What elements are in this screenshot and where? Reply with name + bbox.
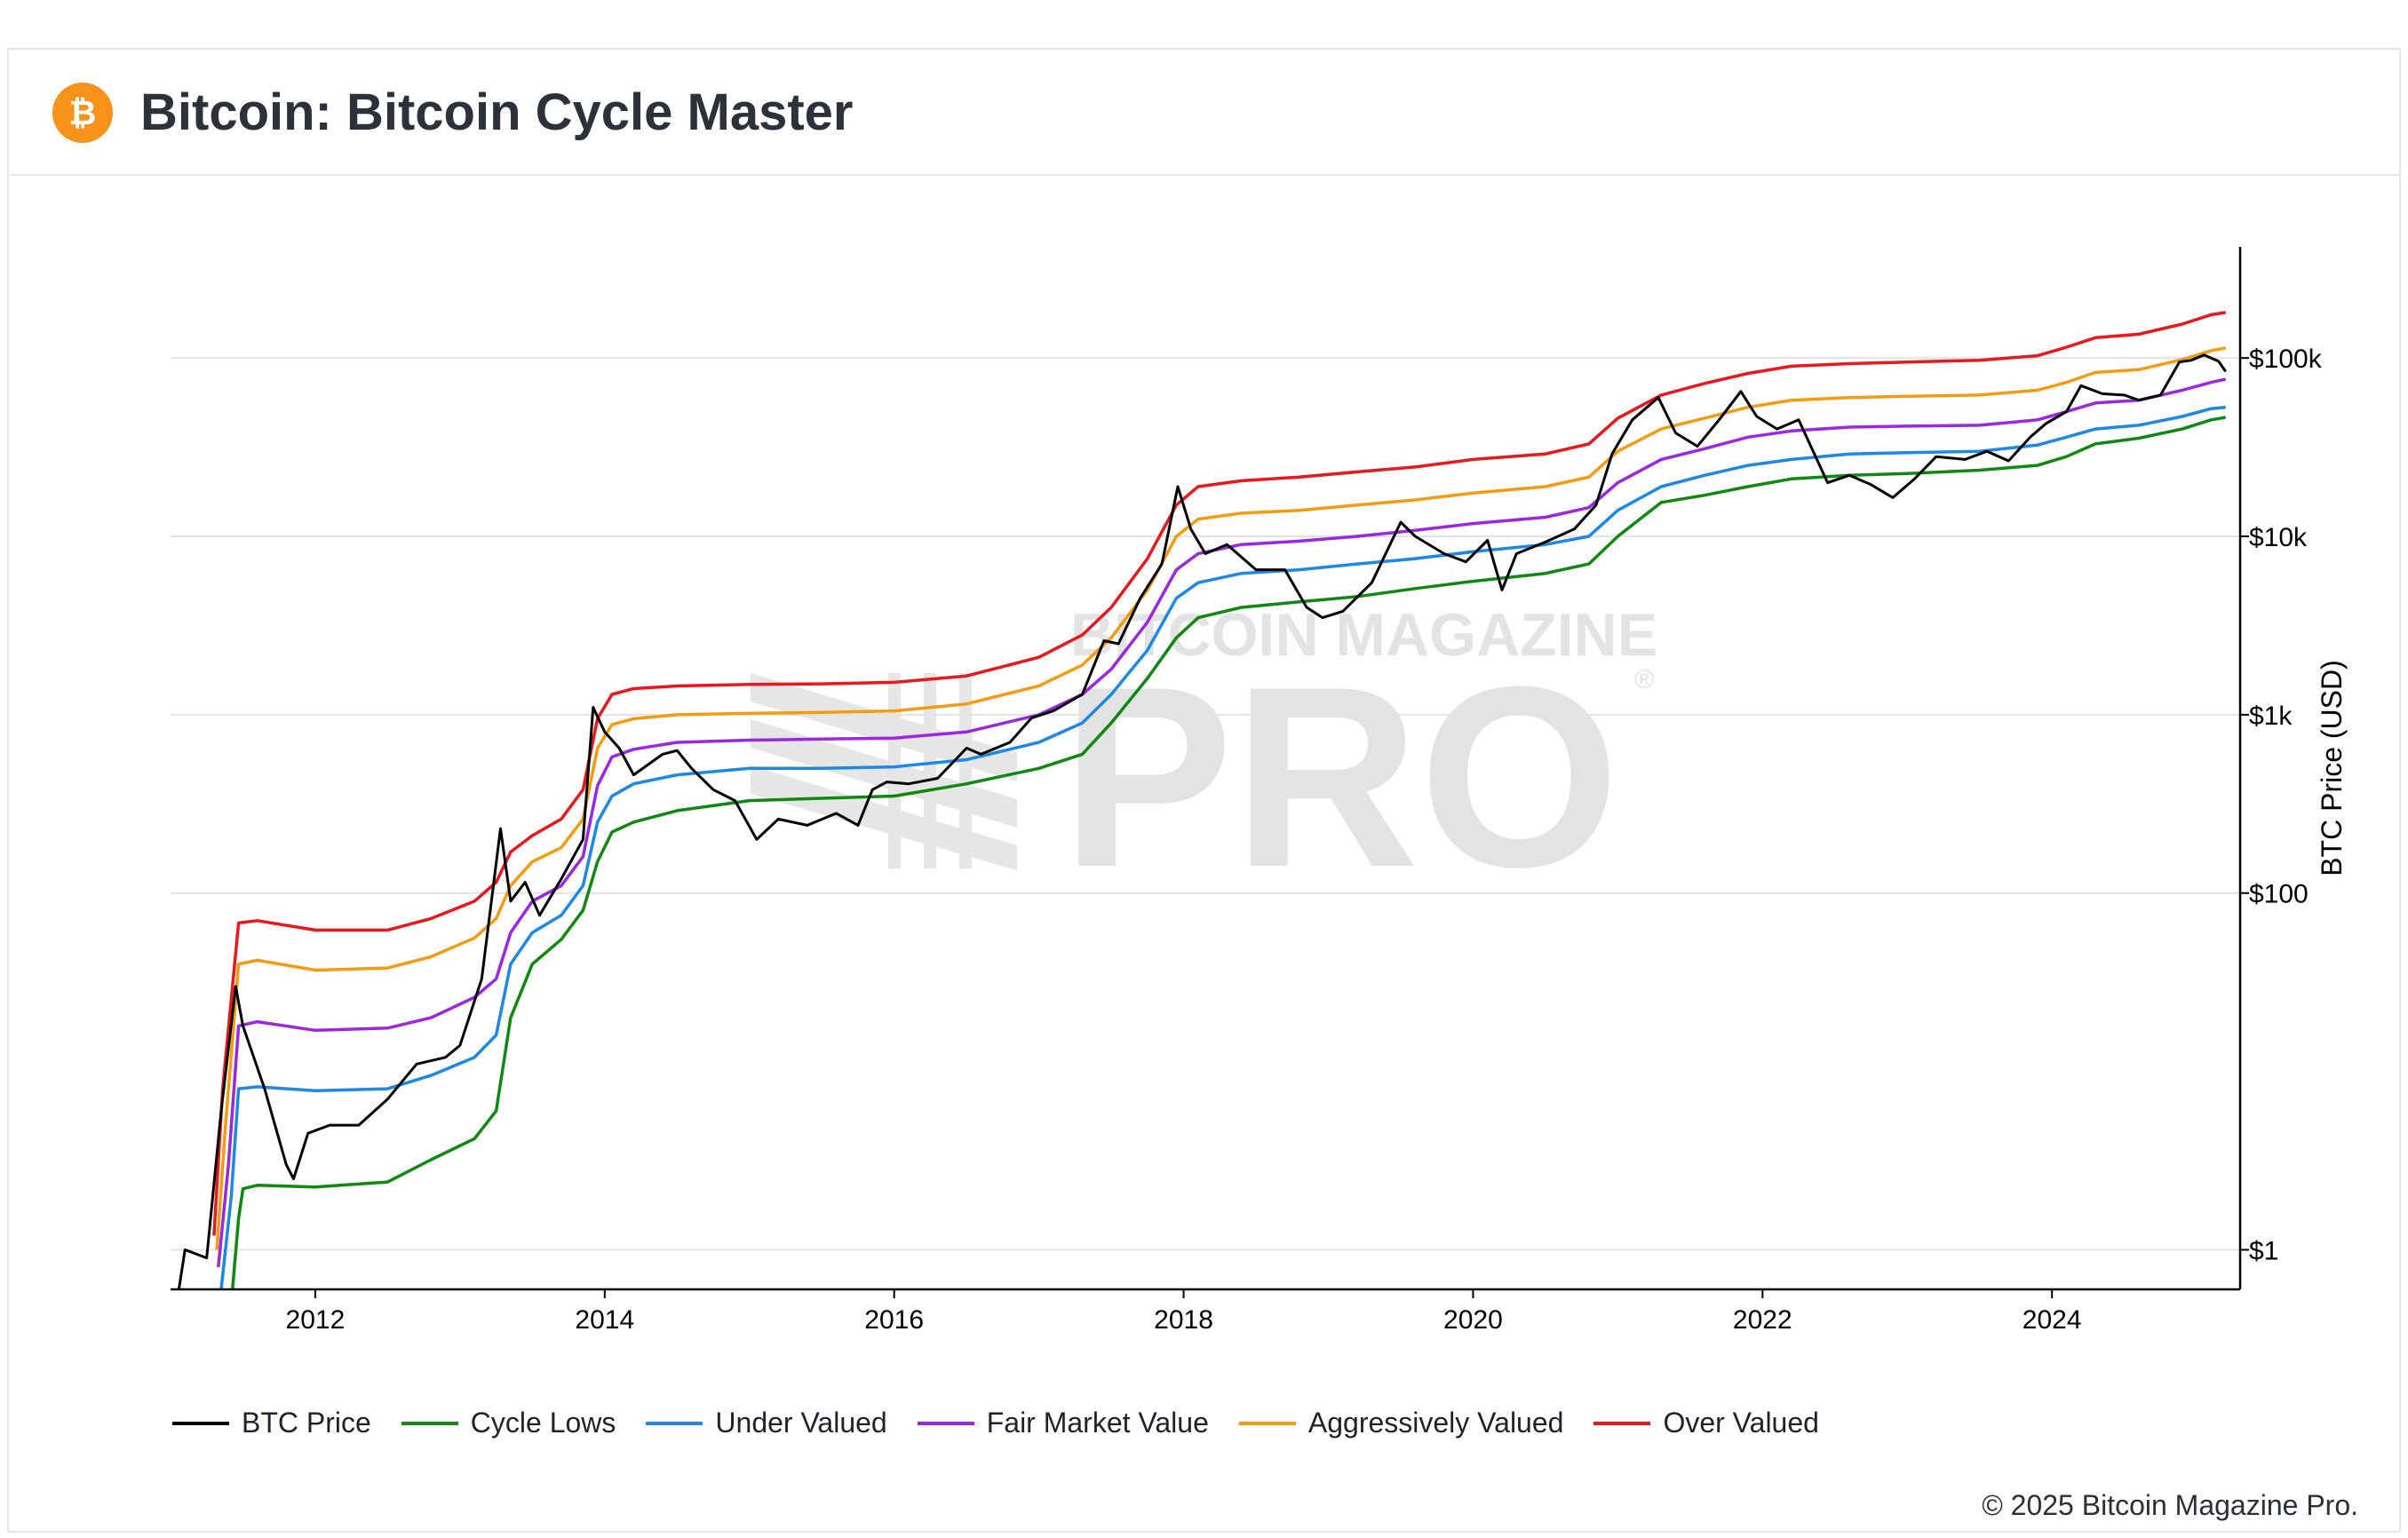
y-axis-label: BTC Price (USD) [2316,660,2348,876]
legend-label: Under Valued [715,1407,887,1439]
page-title: Bitcoin: Bitcoin Cycle Master [140,83,854,141]
x-tick-label: 2020 [1443,1305,1503,1335]
y-tick-label: $100k [2249,345,2323,374]
y-tick-label: $10k [2249,523,2308,552]
x-tick-label: 2016 [864,1305,924,1335]
x-tick-label: 2012 [286,1305,346,1335]
legend-item-cycle-lows[interactable]: Cycle Lows [401,1407,616,1439]
legend-swatch [1593,1421,1651,1425]
y-tick-label: $100 [2249,880,2309,909]
chart-legend: BTC Price Cycle Lows Under Valued Fair Mark… [172,1407,1819,1439]
bitcoin-logo-symbol: ₿ [69,95,97,132]
x-tick-label: 2014 [575,1305,634,1335]
watermark-icon [751,673,1017,870]
legend-label: Aggressively Valued [1307,1407,1564,1439]
watermark-registered: ® [1634,665,1654,694]
legend-item-fair-market-value[interactable]: Fair Market Value [917,1407,1209,1439]
legend-swatch [646,1421,703,1425]
legend-label: BTC Price [242,1407,371,1439]
series-line-cycle-lows [231,416,2226,1289]
x-tick-label: 2024 [2023,1305,2082,1335]
legend-item-btc-price[interactable]: BTC Price [172,1407,371,1439]
legend-swatch [1238,1421,1296,1425]
y-ticks: $1 $100 $1k $10k $100k [2240,345,2323,1265]
legend-swatch [401,1421,458,1425]
legend-swatch [917,1421,974,1425]
x-ticks: 2012 2014 2016 2018 2020 2022 2024 [286,1289,2082,1335]
copyright-text: © 2025 Bitcoin Magazine Pro. [1982,1489,2358,1521]
series-line-under-valued [219,405,2226,1289]
legend-label: Over Valued [1663,1407,1819,1439]
legend-item-under-valued[interactable]: Under Valued [646,1407,887,1439]
chart-card: ₿ Bitcoin: Bitcoin Cycle Master [7,48,2401,1533]
series-line-aggressively-valued [215,346,2227,1250]
legend-item-over-valued[interactable]: Over Valued [1593,1407,1819,1439]
chart-header: ₿ Bitcoin: Bitcoin Cycle Master [9,50,2399,176]
watermark: BITCOIN MAGAZINE PRO ® [751,601,1657,921]
legend-label: Fair Market Value [986,1407,1209,1439]
series-line-over-valued [212,311,2226,1236]
y-tick-label: $1k [2249,702,2293,731]
axes [171,247,2242,1291]
y-tick-label: $1 [2249,1236,2278,1265]
x-tick-label: 2022 [1733,1305,1792,1335]
series-line-btc-price [177,353,2227,1289]
bitcoin-logo-icon: ₿ [52,83,113,143]
watermark-text-pro: PRO [1061,633,1619,921]
series-layer [177,311,2227,1289]
series-line-fair-market-value [217,377,2227,1268]
legend-label: Cycle Lows [470,1407,616,1439]
legend-item-aggressively-valued[interactable]: Aggressively Valued [1238,1407,1564,1439]
legend-swatch [172,1421,229,1425]
x-tick-label: 2018 [1154,1305,1213,1335]
